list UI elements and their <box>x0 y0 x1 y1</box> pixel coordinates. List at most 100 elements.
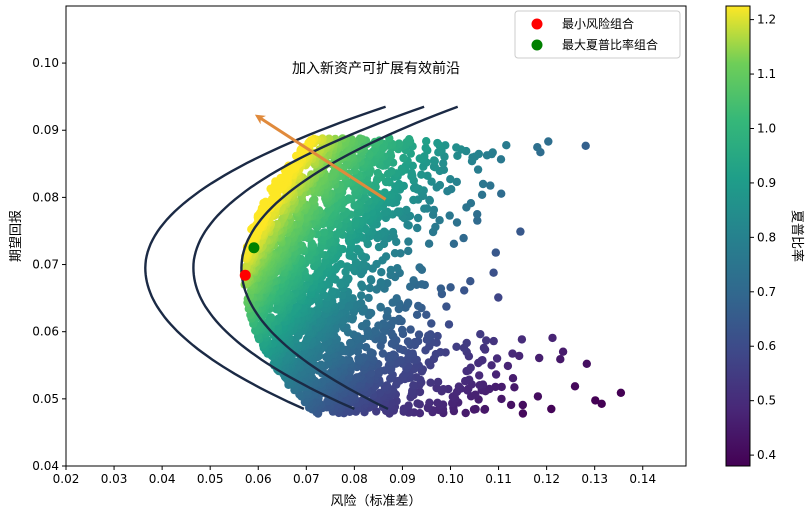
scatter-point <box>316 360 326 369</box>
scatter-point <box>426 378 435 387</box>
frontier-curve <box>144 105 386 410</box>
y-tick-label: 0.09 <box>32 123 59 137</box>
scatter-point <box>409 381 418 390</box>
scatter-point <box>415 154 424 163</box>
x-axis-label: 风险（标准差） <box>330 494 421 509</box>
scatter-point <box>429 205 439 215</box>
scatter-point <box>434 148 443 157</box>
scatter-point <box>377 268 386 277</box>
scatter-point <box>489 336 498 346</box>
scatter-point <box>362 211 371 220</box>
scatter-point <box>376 302 385 312</box>
scatter-point <box>383 306 392 316</box>
legend-marker-min-risk <box>531 18 543 30</box>
colorbar-gradient <box>725 5 751 467</box>
scatter-point <box>473 165 483 174</box>
scatter-point <box>517 335 527 344</box>
scatter-point <box>433 377 443 387</box>
scatter-point <box>468 153 477 162</box>
scatter-point <box>518 409 528 418</box>
scatter-point <box>404 298 413 307</box>
scatter-point <box>462 203 471 212</box>
scatter-layer <box>239 134 626 418</box>
scatter-point <box>503 361 513 371</box>
special-points <box>239 242 260 281</box>
scatter-point <box>533 392 543 401</box>
scatter-point <box>427 177 436 186</box>
scatter-point <box>616 388 626 397</box>
scatter-point <box>361 343 371 352</box>
scatter-point <box>459 233 468 243</box>
scatter-point <box>487 361 496 370</box>
scatter-point <box>374 242 384 252</box>
scatter-point <box>374 321 383 330</box>
scatter-point <box>253 211 263 220</box>
scatter-point <box>424 239 434 248</box>
scatter-point <box>332 230 341 239</box>
scatter-point <box>357 322 367 331</box>
scatter-point <box>431 349 441 359</box>
scatter-point <box>389 316 398 326</box>
scatter-point <box>328 287 337 296</box>
colorbar-tick-label: 0.6 <box>757 339 776 353</box>
scatter-point <box>506 400 516 410</box>
scatter-point <box>403 337 413 346</box>
scatter-point <box>392 294 401 303</box>
scatter-point <box>404 237 413 246</box>
scatter-point <box>453 151 462 160</box>
annotation-text: 加入新资产可扩展有效前沿 <box>292 60 460 77</box>
scatter-point <box>413 213 423 223</box>
scatter-point <box>429 156 439 165</box>
scatter-point <box>582 359 591 368</box>
colorbar-tick-label: 1.1 <box>757 67 776 81</box>
scatter-point <box>494 293 503 302</box>
scatter-point <box>443 187 452 196</box>
scatter-point <box>449 239 459 248</box>
scatter-point <box>469 405 479 414</box>
scatter-point <box>322 352 331 362</box>
scatter-point <box>376 278 386 287</box>
plot-frame <box>65 5 687 467</box>
x-tick-label: 0.13 <box>581 472 608 486</box>
scatter-point <box>380 208 390 217</box>
frontier-curve <box>240 105 459 410</box>
scatter-point <box>365 283 374 293</box>
scatter-point <box>355 134 365 143</box>
scatter-point <box>409 183 419 193</box>
scatter-point <box>350 201 359 210</box>
x-tick-label: 0.09 <box>389 472 416 486</box>
scatter-point <box>422 310 431 319</box>
scatter-point <box>502 141 511 150</box>
scatter-point <box>414 301 423 311</box>
scatter-point <box>491 248 500 257</box>
legend-box <box>514 10 681 59</box>
colorbar-tick-label: 0.4 <box>757 448 776 462</box>
scatter-point <box>452 143 461 152</box>
scatter-point <box>476 330 485 339</box>
scatter-point <box>424 358 433 367</box>
scatter-point <box>492 354 502 363</box>
colorbar-tick-label: 0.9 <box>757 176 776 190</box>
scatter-point <box>271 177 280 186</box>
scatter-point <box>477 190 487 199</box>
scatter-point <box>409 276 418 285</box>
scatter-point <box>473 210 482 219</box>
scatter-point <box>496 155 506 164</box>
scatter-point <box>478 179 488 189</box>
scatter-point <box>425 195 434 205</box>
scatter-point <box>482 336 491 345</box>
x-tick-label: 0.02 <box>53 472 80 486</box>
scatter-point <box>461 376 470 386</box>
scatter-point <box>452 218 462 227</box>
scatter-point <box>415 263 424 272</box>
x-tick-label: 0.10 <box>437 472 464 486</box>
scatter-point <box>452 177 461 187</box>
scatter-point <box>399 153 408 163</box>
scatter-point <box>385 351 394 361</box>
scatter-point <box>351 216 360 226</box>
scatter-point <box>558 347 568 356</box>
scatter-point <box>460 286 469 295</box>
scatter-point <box>259 198 268 208</box>
scatter-point <box>452 342 461 351</box>
